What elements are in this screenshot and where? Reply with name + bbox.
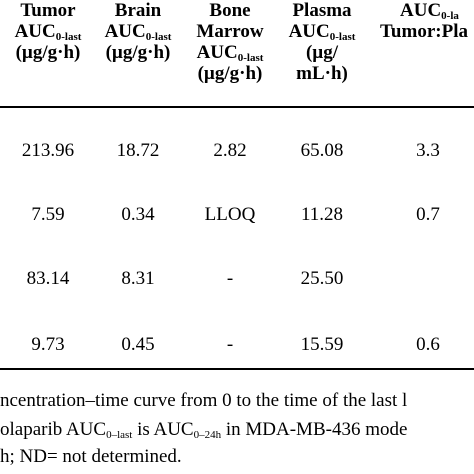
cell-r1-tumor: 213.96: [21, 140, 75, 161]
header-ratio-line2: Tumor:Pla: [380, 21, 468, 42]
header-plasma-line4: mL·h): [296, 63, 348, 84]
cell-r1-brain: 18.72: [116, 140, 160, 161]
footnote-line-1: ncentration–time curve from 0 to the tim…: [0, 390, 408, 411]
cell-r2-bone: LLOQ: [204, 204, 256, 225]
footnote-line-3: h; ND= not determined.: [0, 446, 182, 467]
cell-r1-plasma: 65.08: [300, 140, 344, 161]
header-ratio: AUC0-la Tumor:Pla: [372, 0, 474, 42]
header-brain-line1: Brain: [114, 0, 162, 21]
cell-r4-tumor: 9.73: [31, 334, 65, 355]
cell-r1-ratio: 3.3: [416, 140, 440, 161]
table-header-rule: [0, 106, 474, 108]
header-plasma-line2: AUC0-last: [288, 21, 356, 43]
cell-r2-plasma: 11.28: [300, 204, 344, 225]
header-brain-line2: AUC0-last: [104, 21, 172, 43]
header-plasma: Plasma AUC0-last (µg/ mL·h): [276, 0, 368, 84]
header-bone-line4: (µg/g·h): [197, 63, 263, 84]
cell-r3-tumor: 83.14: [26, 268, 70, 289]
header-tumor: Tumor AUC0-last (µg/g·h): [0, 0, 96, 63]
cell-r3-plasma: 25.50: [300, 268, 344, 289]
cell-r3-brain: 8.31: [121, 268, 155, 289]
header-brain-line3: (µg/g·h): [105, 42, 171, 63]
cell-r4-plasma: 15.59: [300, 334, 344, 355]
header-brain: Brain AUC0-last (µg/g·h): [92, 0, 184, 63]
cell-r4-brain: 0.45: [121, 334, 155, 355]
footnote-line-2: olaparib AUC0–last is AUC0–24h in MDA-MB…: [0, 419, 408, 441]
header-ratio-line1: AUC0-la: [400, 0, 459, 22]
cell-r2-brain: 0.34: [121, 204, 155, 225]
cell-r3-bone: -: [226, 268, 234, 289]
header-plasma-line1: Plasma: [292, 0, 352, 21]
cell-r4-bone: -: [226, 334, 234, 355]
header-bone-line1: Bone: [209, 0, 251, 21]
cell-r2-tumor: 7.59: [31, 204, 65, 225]
header-tumor-line3: (µg/g·h): [15, 42, 81, 63]
cell-r4-ratio: 0.6: [416, 334, 440, 355]
header-tumor-line2: AUC0-last: [14, 21, 82, 43]
header-bone-marrow: Bone Marrow AUC0-last (µg/g·h): [184, 0, 276, 84]
table-bottom-rule: [0, 368, 474, 370]
header-bone-line3: AUC0-last: [196, 42, 264, 64]
cell-r2-ratio: 0.7: [416, 204, 440, 225]
cell-r1-bone: 2.82: [213, 140, 247, 161]
header-tumor-line1: Tumor: [20, 0, 76, 21]
header-bone-line2: Marrow: [196, 21, 264, 42]
header-plasma-line3: (µg/: [305, 42, 339, 63]
